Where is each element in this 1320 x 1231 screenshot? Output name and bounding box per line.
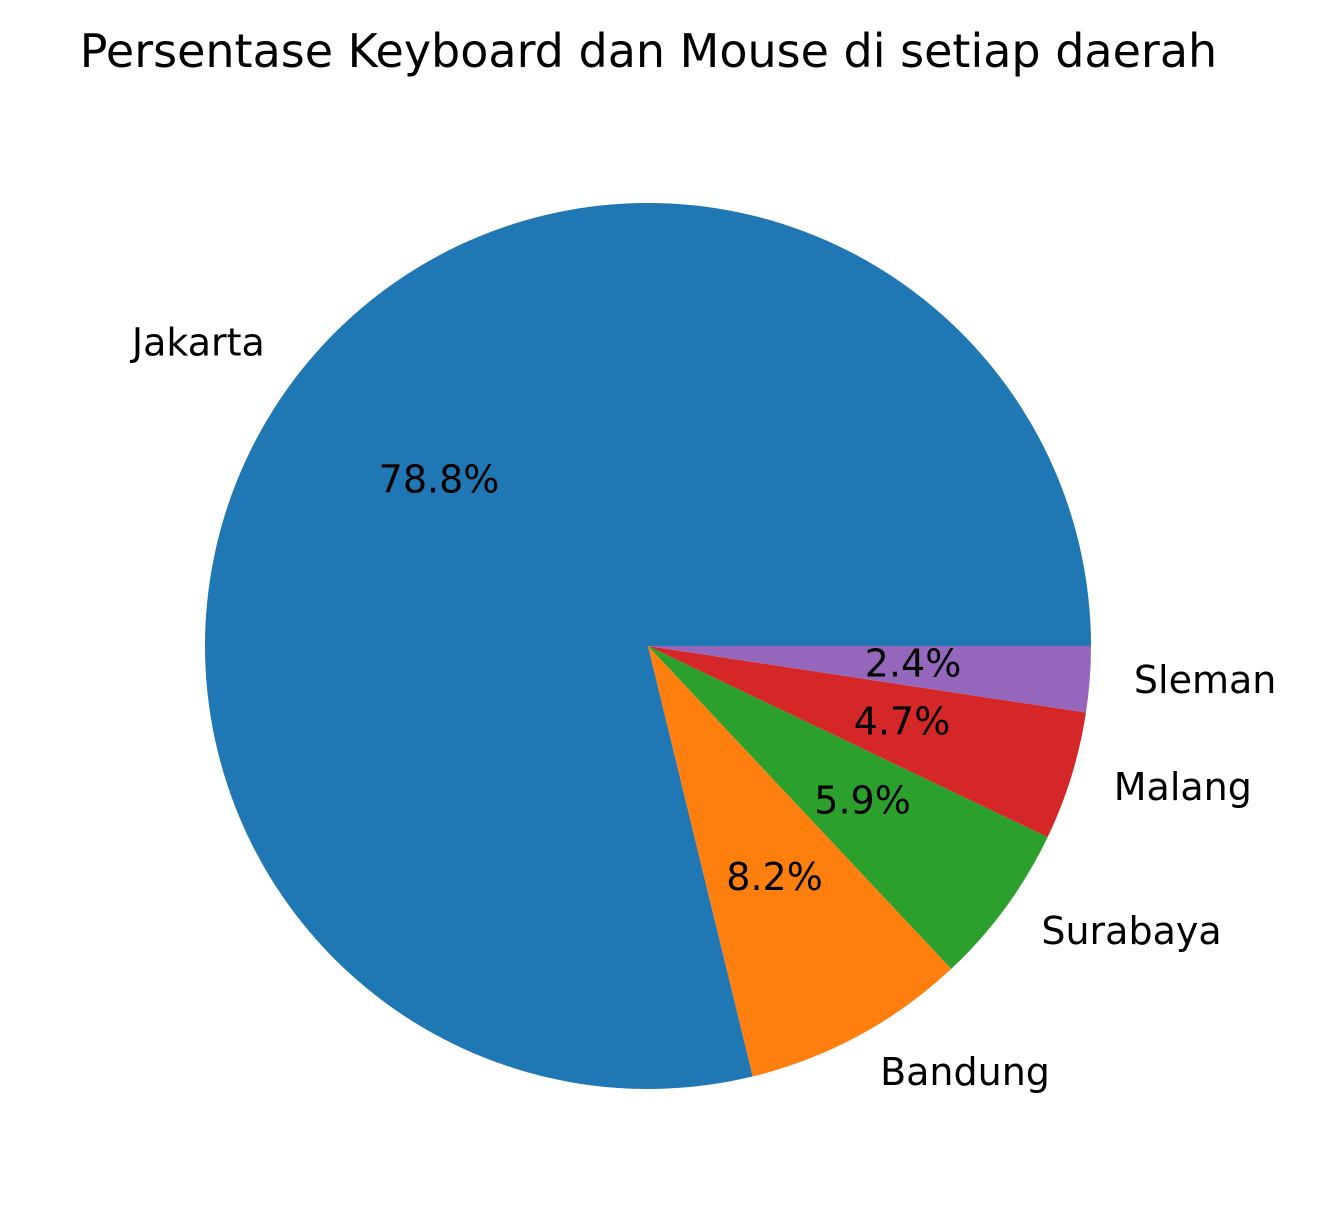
pie-slices bbox=[205, 202, 1091, 1089]
pie-slice-bandung bbox=[648, 646, 952, 1077]
pct-label-sleman: 2.4% bbox=[865, 642, 962, 686]
slice-label-malang: Malang bbox=[1114, 765, 1252, 809]
pct-label-surabaya: 5.9% bbox=[814, 778, 911, 822]
pie-slice-sleman bbox=[648, 646, 1091, 713]
pie-slice-surabaya bbox=[648, 646, 1048, 969]
slice-label-surabaya: Surabaya bbox=[1041, 909, 1221, 953]
chart-title: Persentase Keyboard dan Mouse di setiap … bbox=[79, 24, 1218, 78]
slice-label-sleman: Sleman bbox=[1134, 658, 1276, 702]
pct-label-bandung: 8.2% bbox=[726, 855, 823, 899]
slice-label-jakarta: Jakarta bbox=[130, 320, 265, 364]
pie-slice-malang bbox=[648, 646, 1086, 838]
pct-label-jakarta: 78.8% bbox=[379, 457, 500, 501]
pct-label-malang: 4.7% bbox=[854, 700, 951, 744]
slice-label-bandung: Bandung bbox=[880, 1050, 1050, 1094]
pie-labels: Jakarta 78.8% Bandung 8.2% Surabaya 5.9% Malan… bbox=[130, 320, 1276, 1094]
